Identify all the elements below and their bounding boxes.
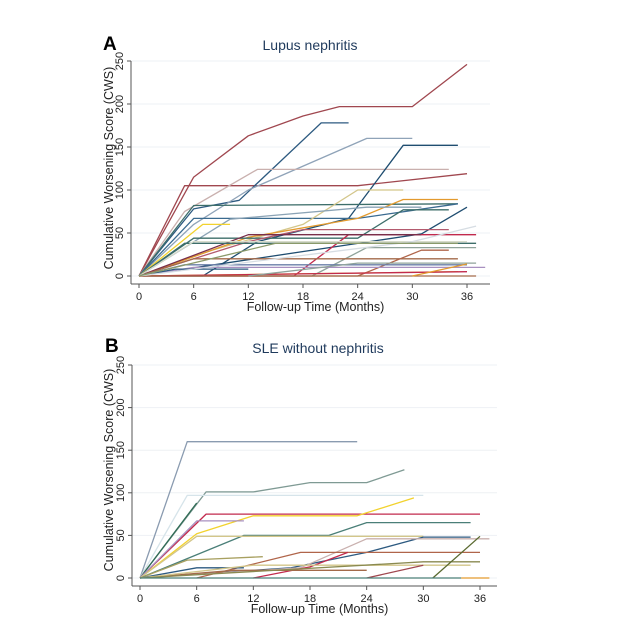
- x-tick-label: 36: [461, 291, 473, 303]
- y-tick-label: 100: [114, 181, 126, 199]
- x-tick-label: 12: [242, 291, 254, 303]
- y-tick-label: 150: [114, 138, 126, 156]
- series-line-patient-7: [139, 520, 244, 579]
- y-tick-label: 50: [114, 227, 126, 239]
- x-tick-label: 24: [352, 291, 364, 303]
- y-tick-label: 100: [115, 484, 127, 502]
- y-axis-label: Cumulative Worsening Score (CWS): [102, 67, 116, 270]
- series-line-patient-7: [138, 203, 458, 277]
- chart-title: SLE without nephritis: [252, 340, 384, 356]
- series-line-patient-2: [138, 173, 468, 277]
- x-tick-label: 12: [247, 593, 259, 605]
- y-tick-label: 250: [114, 52, 126, 70]
- series-line-patient-19: [138, 240, 467, 277]
- x-tick-label: 0: [137, 593, 143, 605]
- series-line-patient-6: [139, 497, 415, 579]
- panel-label: B: [105, 336, 119, 357]
- series-line-patient-3: [138, 122, 349, 277]
- series-line-patient-32: [138, 242, 458, 277]
- series-line-patient-31: [138, 225, 477, 277]
- series-line-patient-2: [139, 469, 405, 579]
- y-tick-label: 50: [115, 529, 127, 541]
- x-tick-label: 18: [304, 593, 316, 605]
- y-tick-label: 150: [115, 441, 127, 459]
- series-line-patient-13: [138, 223, 231, 277]
- series-line-patient-10: [138, 198, 458, 277]
- y-tick-label: 0: [114, 273, 126, 279]
- x-tick-label: 6: [191, 291, 197, 303]
- series-line-patient-30: [412, 263, 468, 277]
- y-tick-label: 200: [114, 95, 126, 113]
- x-tick-label: 36: [474, 593, 486, 605]
- x-tick-label: 30: [417, 593, 429, 605]
- x-tick-label: 24: [361, 593, 373, 605]
- series-line-patient-1: [139, 441, 358, 579]
- panel-label: A: [103, 34, 117, 55]
- series-line-patient-27: [138, 271, 468, 277]
- x-axis-label: Follow-up Time (Months): [247, 300, 385, 314]
- x-axis-label: Follow-up Time (Months): [251, 602, 389, 616]
- series-line-patient-19: [366, 564, 424, 579]
- y-tick-label: 0: [115, 575, 127, 581]
- series-line-patient-3: [139, 494, 424, 579]
- series-line-patient-12: [138, 209, 449, 277]
- y-tick-label: 200: [115, 398, 127, 416]
- series-line-patient-4: [138, 137, 413, 277]
- series-line-patient-8: [138, 203, 458, 277]
- x-tick-label: 30: [406, 291, 418, 303]
- series-line-patient-14: [138, 206, 468, 277]
- series-line-patient-21: [138, 258, 458, 277]
- series-line-patient-16: [139, 569, 367, 579]
- series-line-patient-18: [139, 561, 480, 579]
- series-line-patient-12: [196, 551, 480, 579]
- series-line-patient-17: [139, 564, 471, 579]
- x-tick-label: 0: [136, 291, 142, 303]
- series-line-patient-9: [139, 535, 424, 579]
- series-line-patient-4: [139, 502, 198, 579]
- y-tick-label: 250: [115, 356, 127, 374]
- series-line-patient-8: [139, 521, 471, 579]
- chart-title: Lupus nephritis: [263, 37, 358, 53]
- series-line-patient-14: [253, 551, 349, 579]
- series-line-patient-29: [248, 262, 477, 277]
- x-tick-label: 18: [297, 291, 309, 303]
- series-line-patient-20: [432, 535, 481, 579]
- y-axis-label: Cumulative Worsening Score (CWS): [102, 369, 116, 572]
- series-line-patient-1: [138, 63, 468, 277]
- series-line-patient-17: [138, 234, 422, 277]
- x-tick-label: 6: [194, 593, 200, 605]
- series-line-patient-13: [139, 556, 263, 579]
- series-line-patient-5: [138, 168, 449, 277]
